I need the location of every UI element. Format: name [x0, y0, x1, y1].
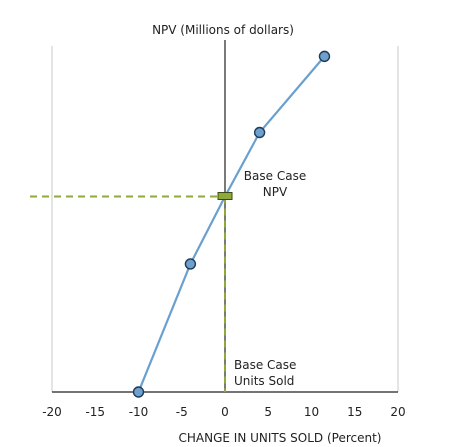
data-point — [184, 258, 197, 270]
data-point — [318, 50, 331, 63]
base-case-guides — [30, 195, 226, 392]
x-tick-label: 0 — [221, 405, 229, 419]
x-ticks: -20 -15 -10 -5 0 5 10 15 20 — [42, 405, 405, 419]
x-tick-label: -10 — [129, 405, 149, 419]
data-point — [253, 126, 266, 139]
x-axis-title: CHANGE IN UNITS SOLD (Percent) — [179, 431, 382, 445]
x-tick-label: 10 — [304, 405, 319, 419]
x-tick-label: -20 — [42, 405, 62, 419]
base-case-marker — [217, 192, 233, 201]
data-point — [132, 386, 145, 398]
y-axis-title: NPV (Millions of dollars) — [152, 23, 294, 37]
x-tick-label: 20 — [390, 405, 405, 419]
base-case-units-label-line2: Units Sold — [234, 374, 294, 388]
base-case-npv-label-line2: NPV — [263, 185, 288, 199]
series-npv — [132, 50, 331, 398]
x-tick-label: -5 — [176, 405, 188, 419]
base-case-units-label-line1: Base Case — [234, 358, 296, 372]
x-tick-label: -15 — [85, 405, 105, 419]
x-tick-label: 5 — [264, 405, 272, 419]
series-line — [137, 55, 326, 393]
base-case-npv-label-line1: Base Case — [244, 169, 306, 183]
x-tick-label: 15 — [347, 405, 362, 419]
